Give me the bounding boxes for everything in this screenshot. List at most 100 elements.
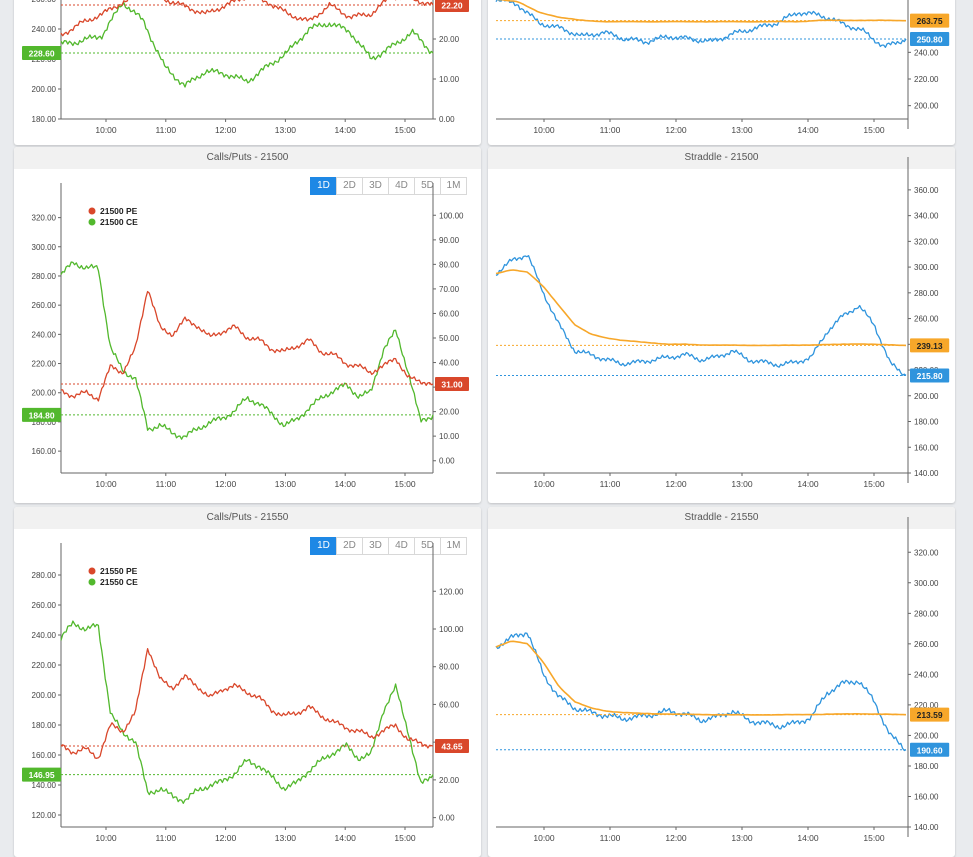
cp-top-chart: 10:00 11:00 12:00 13:00 14:00 15:00 180.00 200.… xyxy=(22,0,469,135)
right-tick-label: 220.00 xyxy=(914,75,939,84)
straddle-line xyxy=(495,632,907,752)
tab-2d[interactable]: 2D xyxy=(336,537,363,555)
x-tick-label: 13:00 xyxy=(731,125,753,135)
left-tick-label: 240.00 xyxy=(32,25,57,34)
straddle-line xyxy=(495,0,907,48)
right-tick-label: 20.00 xyxy=(439,776,460,785)
x-tick-label: 12:00 xyxy=(665,125,687,135)
left-tick-label: 280.00 xyxy=(32,272,57,281)
x-tick-label: 11:00 xyxy=(155,479,176,489)
vwap-line xyxy=(496,0,906,23)
left-tick-label: 220.00 xyxy=(32,661,57,670)
right-tick-label: 60.00 xyxy=(439,309,460,318)
ce-current-badge-bg xyxy=(22,407,62,422)
right-tick-label: 80.00 xyxy=(439,260,460,269)
straddle-current-badge-text: 215.80 xyxy=(917,371,943,381)
ce-current-badge: 184.80 xyxy=(22,407,62,422)
tab-1m[interactable]: 1M xyxy=(440,537,467,555)
right-tick-label: 320.00 xyxy=(914,237,939,246)
right-tick-label: 180.00 xyxy=(914,762,939,771)
x-tick-label: 10:00 xyxy=(533,833,555,843)
right-tick-label: 200.00 xyxy=(914,392,939,401)
legend-label: 21500 CE xyxy=(100,217,138,227)
left-tick-label: 220.00 xyxy=(32,360,57,369)
ce-line xyxy=(60,261,434,440)
right-tick-label: 140.00 xyxy=(914,469,939,478)
pe-line xyxy=(60,290,434,402)
right-tick-label: 360.00 xyxy=(914,186,939,195)
x-tick-label: 14:00 xyxy=(797,125,819,135)
ce-current-badge-text: 146.95 xyxy=(29,770,55,780)
ce-current-badge-text: 228.60 xyxy=(29,49,55,59)
straddle-current-badge-bg xyxy=(910,742,950,757)
x-tick-label: 14:00 xyxy=(335,833,357,843)
x-tick-label: 15:00 xyxy=(394,479,416,489)
vwap-line xyxy=(495,269,907,347)
right-tick-label: 200.00 xyxy=(914,102,939,111)
straddle-current-badge: 190.60 xyxy=(910,742,950,757)
right-tick-label: 220.00 xyxy=(914,701,939,710)
x-tick-label: 10:00 xyxy=(533,479,555,489)
left-tick-label: 320.00 xyxy=(32,214,57,223)
x-tick-label: 14:00 xyxy=(797,833,819,843)
ce-line xyxy=(60,620,434,804)
x-tick-label: 13:00 xyxy=(275,479,297,489)
legend-dot xyxy=(88,567,96,575)
x-tick-label: 14:00 xyxy=(335,479,357,489)
right-tick-label: 300.00 xyxy=(914,579,939,588)
vwap-line xyxy=(495,640,907,716)
vwap-current-badge-text: 239.13 xyxy=(917,341,943,351)
straddle-current-badge-bg xyxy=(910,32,950,46)
left-tick-label: 280.00 xyxy=(32,571,57,580)
tab-5d[interactable]: 5D xyxy=(414,177,441,195)
x-tick-label: 15:00 xyxy=(863,833,885,843)
x-tick-label: 11:00 xyxy=(600,833,621,843)
right-tick-label: 160.00 xyxy=(914,792,939,801)
x-tick-label: 15:00 xyxy=(863,125,885,135)
x-tick-label: 10:00 xyxy=(95,479,117,489)
right-tick-label: 200.00 xyxy=(914,731,939,740)
pe-current-badge: 31.00 xyxy=(435,376,469,391)
straddle-current-badge: 250.80 xyxy=(910,32,950,46)
vwap-current-badge-bg xyxy=(910,338,950,353)
ce-current-badge-bg xyxy=(22,46,62,60)
left-tick-label: 180.00 xyxy=(32,721,57,730)
x-tick-label: 13:00 xyxy=(731,833,753,843)
x-tick-label: 12:00 xyxy=(215,479,237,489)
left-tick-label: 240.00 xyxy=(32,330,57,339)
tab-1m[interactable]: 1M xyxy=(440,177,467,195)
legend-label: 21550 CE xyxy=(100,577,138,587)
cp-21500-panel: Calls/Puts - 21500 1D 2D 3D 4D 5D 1M 10:00 11:00… xyxy=(14,147,481,503)
left-tick-label: 260.00 xyxy=(32,301,57,310)
st-21550-chart: 10:00 11:00 12:00 13:00 14:00 15:00 140.00 160.… xyxy=(495,517,950,843)
x-tick-label: 13:00 xyxy=(731,479,753,489)
ce-current-badge-bg xyxy=(22,767,62,782)
pe-current-badge-bg xyxy=(435,376,469,391)
right-tick-label: 240.00 xyxy=(914,670,939,679)
ce-current-badge: 146.95 xyxy=(22,767,62,782)
ce-current-badge: 228.60 xyxy=(22,46,62,60)
legend-label: 21550 PE xyxy=(100,566,138,576)
pe-current-badge-bg xyxy=(435,739,469,753)
left-tick-label: 120.00 xyxy=(32,811,57,820)
right-tick-label: 280.00 xyxy=(914,289,939,298)
tab-3d[interactable]: 3D xyxy=(362,537,389,555)
range-tabs: 1D 2D 3D 4D 5D 1M xyxy=(310,177,467,195)
x-tick-label: 15:00 xyxy=(863,479,885,489)
x-tick-label: 12:00 xyxy=(215,833,237,843)
panel-title: Straddle - 21550 xyxy=(488,507,955,529)
cp-21500-chart: 10:00 11:00 12:00 13:00 14:00 15:00 160.00 180.… xyxy=(22,183,469,489)
legend-label: 21500 PE xyxy=(100,206,138,216)
right-tick-label: 50.00 xyxy=(439,334,460,343)
straddle-current-badge-bg xyxy=(910,368,950,383)
left-tick-label: 300.00 xyxy=(32,243,57,252)
right-tick-label: 20.00 xyxy=(439,408,460,417)
pe-current-badge-text: 31.00 xyxy=(441,379,463,389)
x-tick-label: 11:00 xyxy=(155,833,176,843)
st-top-panel: 10:00 11:00 12:00 13:00 14:00 15:00 200.00 220.… xyxy=(488,0,955,145)
x-tick-label: 14:00 xyxy=(797,479,819,489)
vwap-current-badge: 239.13 xyxy=(910,338,950,353)
vwap-current-badge: 213.59 xyxy=(910,707,950,722)
left-tick-label: 140.00 xyxy=(32,781,57,790)
cp-21550-panel: Calls/Puts - 21550 1D 2D 3D 4D 5D 1M 10:00 11:00… xyxy=(14,507,481,857)
